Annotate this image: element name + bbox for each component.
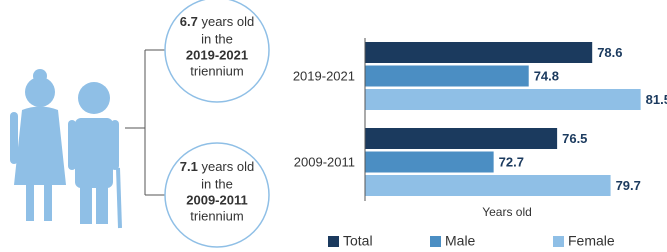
connector	[125, 50, 165, 195]
value-label: 76.5	[562, 131, 587, 146]
bar	[365, 42, 592, 63]
legend-swatch	[430, 236, 441, 247]
chart: 2019-2021 78.6 74.8 81.5 2009-2011 76.5 72.7 79…	[293, 38, 667, 249]
legend-swatch	[553, 236, 564, 247]
bar	[365, 175, 611, 196]
value-label: 81.5	[646, 92, 667, 107]
callout-line: 6.7 years old	[180, 14, 254, 29]
callout-connector: in the	[201, 31, 233, 46]
callout-period: 2009-2011	[186, 192, 247, 207]
callout-value: 6.7	[180, 14, 198, 29]
bar	[365, 66, 529, 87]
legend-label: Female	[568, 233, 615, 249]
callout-value: 7.1	[180, 159, 198, 174]
callout-connector: in the	[201, 176, 233, 191]
callout-unit: years old	[201, 159, 254, 174]
x-axis-label: Years old	[482, 205, 532, 219]
y-tick-label: 2019-2021	[293, 69, 355, 84]
value-label: 78.6	[597, 45, 622, 60]
callout-period: 2019-2021	[186, 47, 248, 62]
value-label: 74.8	[534, 68, 559, 83]
callout-unit: years old	[201, 14, 254, 29]
legend-swatch	[328, 236, 339, 247]
legend-label: Total	[343, 233, 373, 249]
bar	[365, 152, 494, 173]
infographic: 6.7 years oldin the2019-2021triennium7.1…	[0, 0, 667, 252]
bar	[365, 89, 641, 110]
y-tick-label: 2009-2011	[294, 155, 355, 170]
value-label: 72.7	[499, 154, 524, 169]
elderly-couple-icon	[10, 69, 120, 228]
callout-suffix: triennium	[190, 208, 243, 223]
callout-line: 7.1 years old	[180, 159, 254, 174]
legend-label: Male	[445, 233, 476, 249]
bar	[365, 128, 557, 149]
callout-suffix: triennium	[190, 63, 243, 78]
value-label: 79.7	[616, 178, 641, 193]
